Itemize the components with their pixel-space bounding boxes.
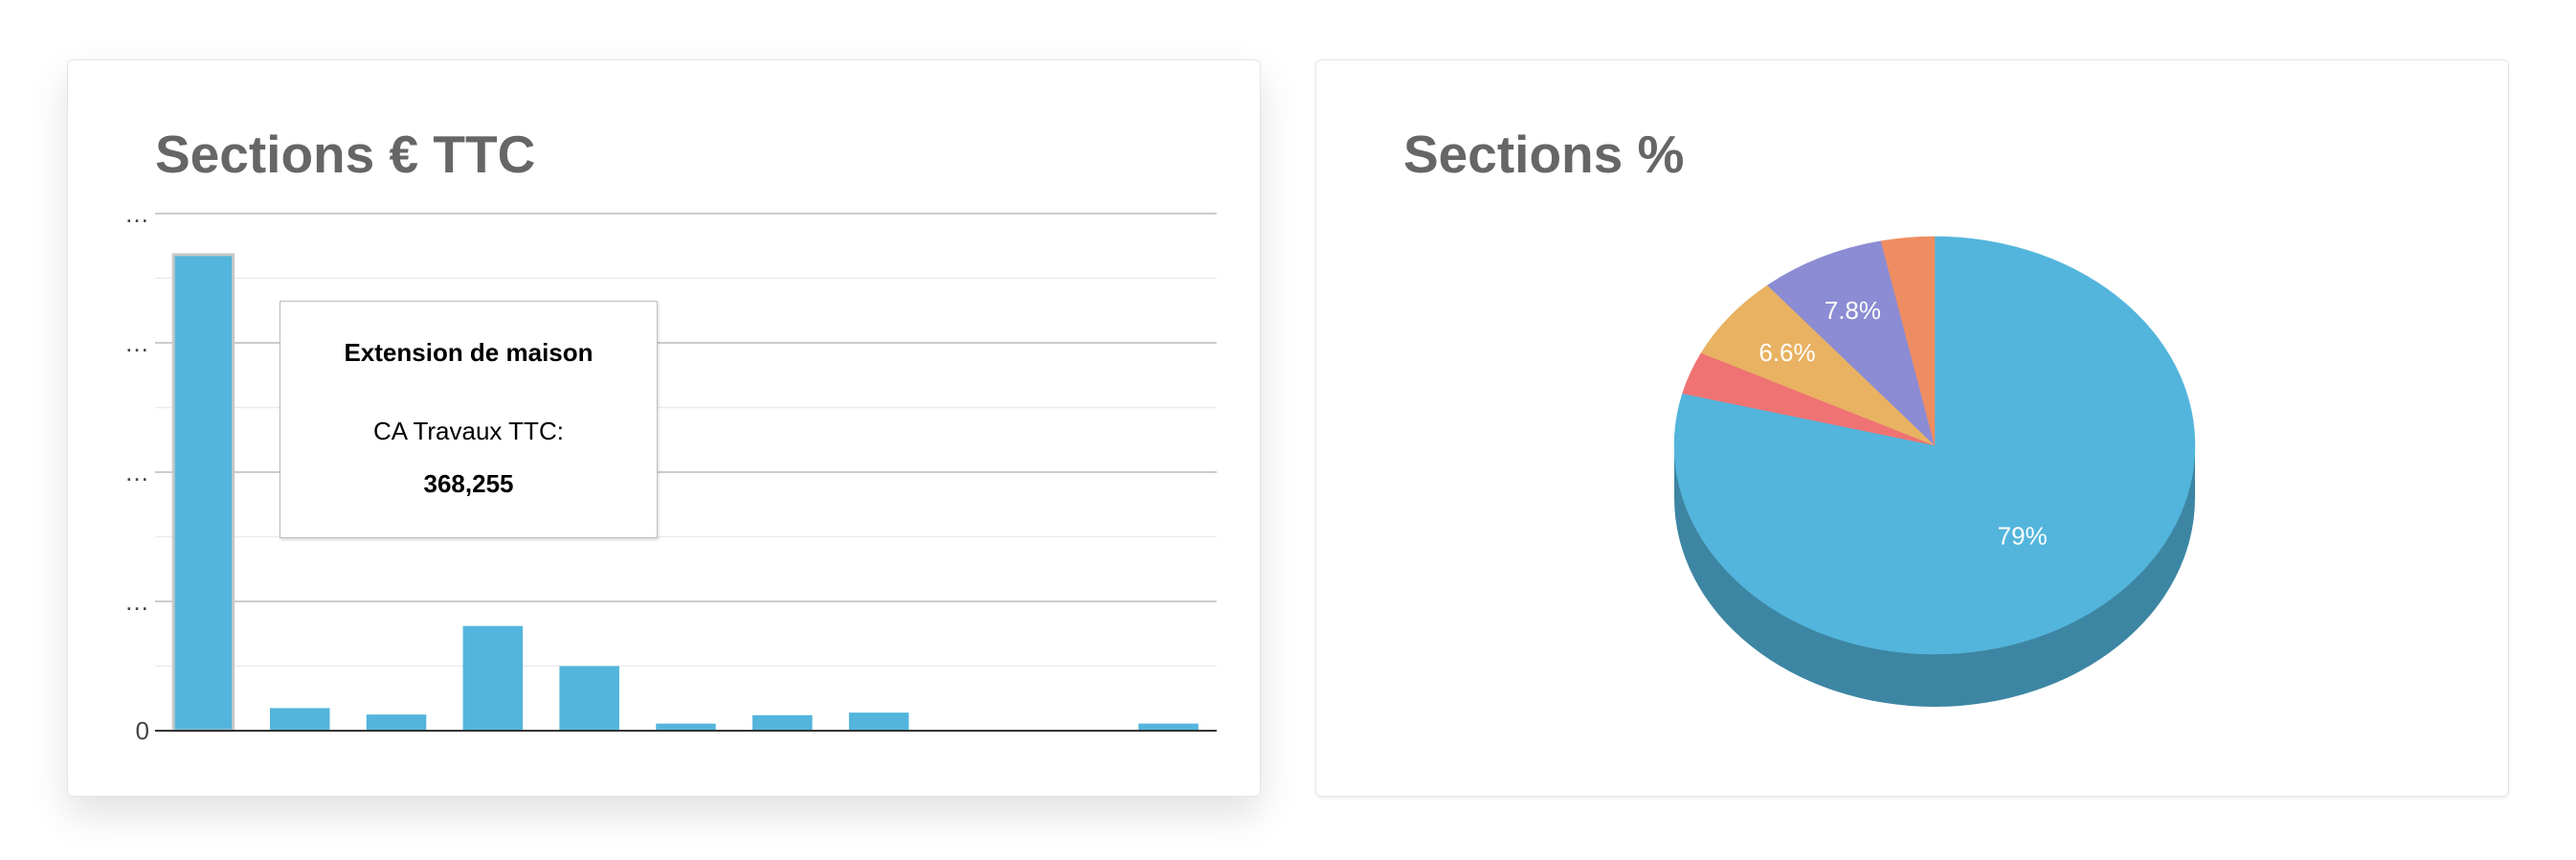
y-tick-label: …	[124, 199, 149, 228]
pie-slice-label: 6.6%	[1758, 338, 1815, 367]
tooltip-title: Extension de maison	[344, 338, 594, 367]
bar	[559, 666, 619, 731]
pie-slice	[1673, 236, 2196, 655]
tooltip-label: CA Travaux TTC:	[373, 417, 564, 445]
bar	[848, 713, 909, 731]
pie-chart: 79% 6.6% 7.8%	[1673, 236, 2196, 707]
y-tick-label: …	[124, 328, 149, 357]
bar	[752, 714, 813, 731]
y-tick-label: 0	[136, 716, 149, 745]
pie-slice	[1766, 240, 1936, 446]
bar	[269, 708, 330, 731]
bar	[462, 625, 524, 731]
bar	[366, 714, 427, 731]
bar	[171, 253, 235, 733]
pie-slice-label: 7.8%	[1825, 296, 1881, 325]
pie-chart-card: Sections % 79% 6.6% 7.8%	[1315, 59, 2509, 797]
pie-slice	[1880, 236, 1936, 446]
pie-slice	[1700, 284, 1936, 446]
bar	[1138, 723, 1198, 731]
pie-chart-title: Sections %	[1403, 124, 1685, 184]
bar	[656, 723, 716, 731]
pie-slice-label: 79%	[1998, 522, 2048, 551]
bar-chart-title: Sections € TTC	[155, 124, 536, 184]
tooltip-value: 368,255	[423, 469, 514, 498]
bar-chart: 0 … … … …	[124, 199, 1217, 745]
bar-tooltip: Extension de maison CA Travaux TTC: 368,…	[280, 301, 658, 538]
pie-slice-side	[1674, 445, 2195, 707]
bar-chart-card: Sections € TTC 0 … … … … Extension de maison…	[67, 59, 1261, 797]
y-tick-label: …	[124, 587, 149, 616]
y-tick-label: …	[124, 458, 149, 487]
